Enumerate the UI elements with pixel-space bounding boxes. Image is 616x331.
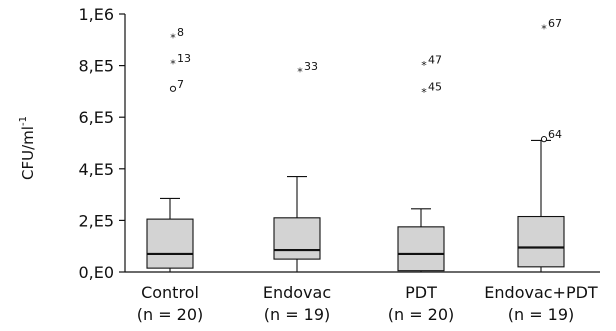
box-group: * 67 64 — [517, 17, 565, 273]
outlier-star: * — [170, 58, 176, 71]
outlier-label: 33 — [304, 60, 318, 73]
y-axis-label: CFU/ml-1 — [18, 116, 37, 180]
y-tick-label: 6,E5 — [78, 108, 114, 127]
x-category-label: Endovac+PDT — [484, 283, 598, 302]
outlier-star: * — [170, 32, 176, 45]
x-category-label: PDT — [405, 283, 437, 302]
box-group: * 8* 137 — [146, 26, 194, 273]
outlier-star: * — [541, 23, 547, 36]
x-category-n-label: (n = 20) — [388, 305, 455, 324]
outlier-label: 8 — [177, 26, 184, 39]
box-group: * 33 — [273, 60, 321, 273]
outlier-label: 7 — [177, 78, 184, 91]
y-tick-label: 1,E6 — [78, 5, 114, 24]
box — [146, 218, 194, 269]
y-axis-label-text: CFU/ml — [19, 126, 37, 180]
outlier-label: 13 — [177, 52, 191, 65]
box-group: * 47* 45 — [397, 53, 445, 273]
outlier-circle — [169, 85, 177, 92]
x-axis: Control (n = 20) Endovac (n = 19) PDT (n = 20… — [125, 271, 600, 324]
x-category-n-label: (n = 19) — [264, 305, 331, 324]
box — [517, 215, 565, 268]
outlier-label: 64 — [548, 128, 562, 141]
outlier-star: * — [297, 65, 303, 78]
x-category-label: Endovac — [263, 283, 331, 302]
outlier-label: 67 — [548, 17, 562, 30]
y-tick-label: 8,E5 — [78, 57, 114, 76]
y-axis: 0,E0 2,E5 4,E5 6,E5 8,E5 1,E6 — [78, 5, 126, 282]
outlier-label: 47 — [428, 53, 442, 66]
outlier-label: 45 — [428, 80, 442, 93]
outlier-star: * — [421, 59, 427, 72]
outlier-star: * — [421, 86, 427, 99]
box — [273, 217, 321, 260]
x-category-n-label: (n = 19) — [508, 305, 575, 324]
y-tick-label: 4,E5 — [78, 160, 114, 179]
y-tick-label: 0,E0 — [78, 263, 114, 282]
y-tick-label: 2,E5 — [78, 211, 114, 230]
x-category-n-label: (n = 20) — [137, 305, 204, 324]
box — [397, 226, 445, 272]
y-axis-label-superscript: -1 — [18, 116, 29, 126]
outlier-circle — [540, 136, 548, 143]
x-category-label: Control — [141, 283, 199, 302]
